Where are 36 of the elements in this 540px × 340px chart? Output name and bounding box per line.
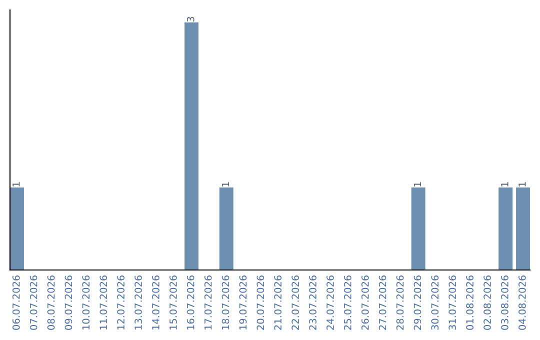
x-tick-label: 24.07.2026 <box>326 275 334 330</box>
x-tick-label: 06.07.2026 <box>12 275 20 330</box>
x-tick-label: 07.07.2026 <box>30 275 38 330</box>
x-tick-label: 28.07.2026 <box>396 275 404 330</box>
x-tick-label: 02.08.2026 <box>484 275 491 330</box>
x-tick-label: 18.07.2026 <box>222 275 230 330</box>
x-tick-label: 17.07.2026 <box>204 275 212 330</box>
data-label: 1 <box>12 182 20 186</box>
x-tick-label: 10.07.2026 <box>82 275 90 330</box>
x-tick-label: 27.07.2026 <box>378 275 386 330</box>
x-tick-label: 12.07.2026 <box>117 275 124 330</box>
x-tick-label: 01.08.2026 <box>466 275 474 330</box>
data-label: 3 <box>186 16 194 22</box>
data-label: 1 <box>518 182 526 186</box>
x-tick-label: 19.07.2026 <box>239 275 247 330</box>
x-tick-label: 21.07.2026 <box>274 275 282 330</box>
x-tick-label: 31.07.2026 <box>448 275 456 330</box>
x-tick-label: 09.07.2026 <box>64 275 72 330</box>
x-tick-label: 25.07.2026 <box>344 275 352 330</box>
data-label: 1 <box>501 182 508 186</box>
x-tick-label: 14.07.2026 <box>152 275 160 330</box>
x-tick-label: 22.07.2026 <box>292 275 299 330</box>
data-label: 1 <box>222 182 230 186</box>
x-tick-label: 13.07.2026 <box>134 275 142 330</box>
x-tick-label: 26.07.2026 <box>361 275 369 330</box>
x-tick-label: 29.07.2026 <box>414 275 422 330</box>
x-tick-label: 16.07.2026 <box>186 275 194 330</box>
x-tick-label: 08.07.2026 <box>47 275 55 330</box>
x-tick-label: 03.08.2026 <box>501 275 508 330</box>
x-tick-label: 15.07.2026 <box>169 275 177 330</box>
x-tick-label: 30.07.2026 <box>431 275 439 330</box>
x-tick-label: 11.07.2026 <box>100 275 108 330</box>
x-tick-label: 20.07.2026 <box>256 275 264 330</box>
data-label: 1 <box>414 182 422 186</box>
x-tick-label: 23.07.2026 <box>309 275 316 330</box>
x-tick-label: 04.08.2026 <box>518 275 526 330</box>
